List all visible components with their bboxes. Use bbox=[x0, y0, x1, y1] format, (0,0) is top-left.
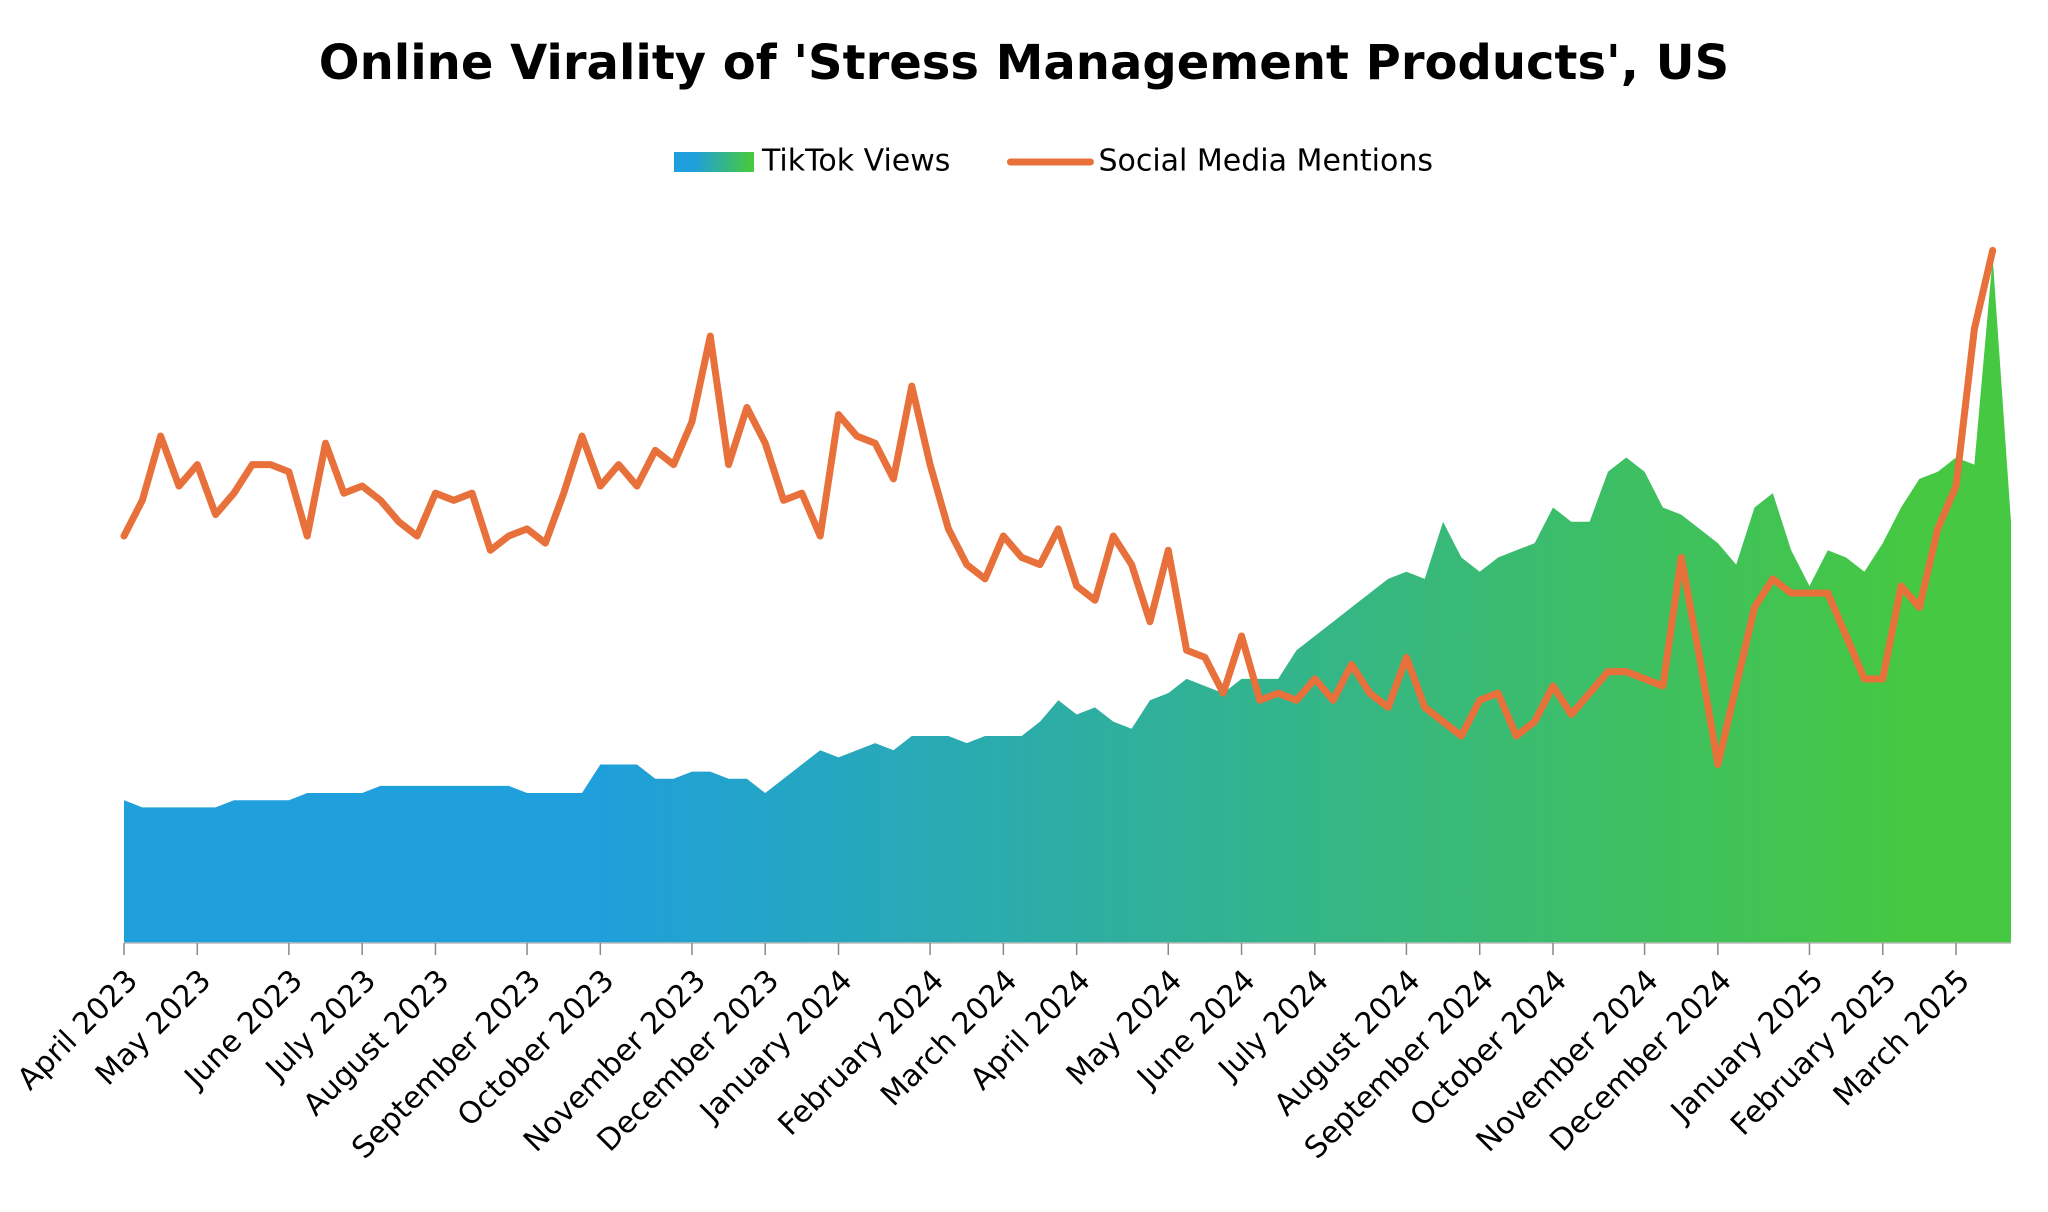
legend-label: TikTok Views bbox=[761, 144, 950, 179]
area bbox=[124, 257, 2011, 943]
legend-label: Social Media Mentions bbox=[1098, 144, 1433, 179]
line bbox=[120, 246, 1997, 768]
legend-swatch bbox=[674, 152, 754, 172]
chart-title: Online Virality of 'Stress Management Pr… bbox=[319, 35, 1729, 91]
